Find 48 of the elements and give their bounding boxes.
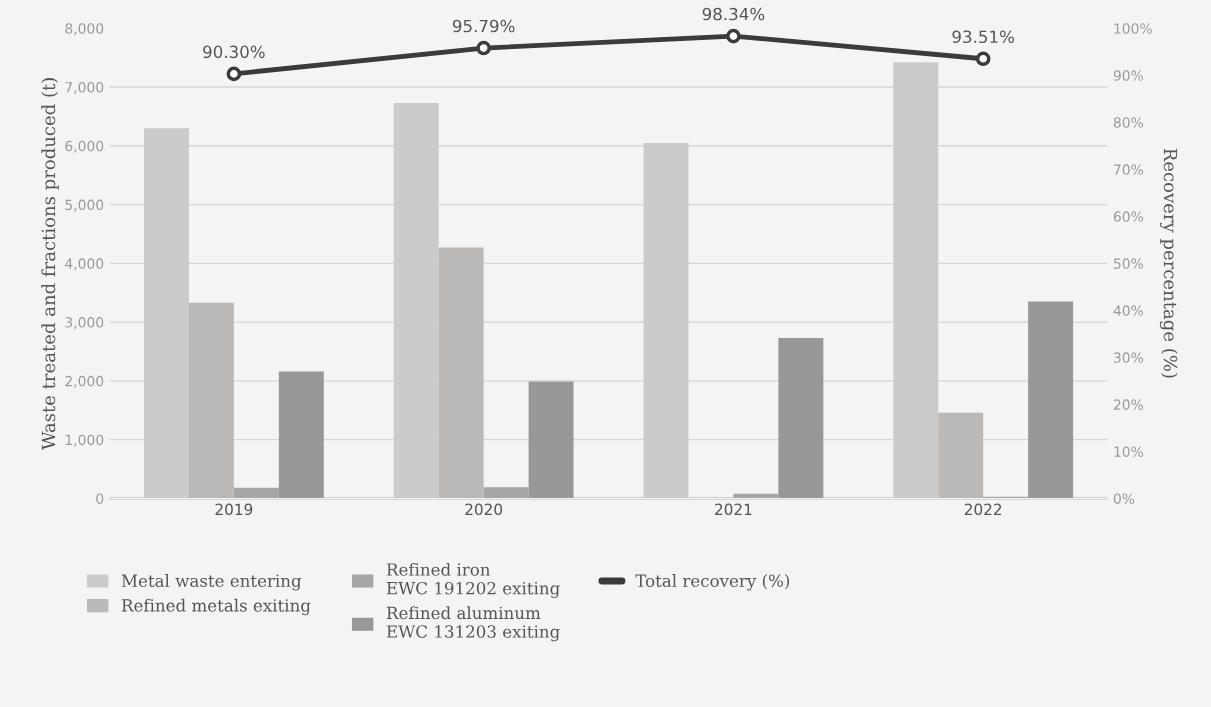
y2-tick-label: 10% bbox=[1114, 446, 1144, 457]
y2-tick-label: 100% bbox=[1114, 23, 1152, 34]
x-tick-label: 2020 bbox=[465, 503, 503, 516]
legend-label: Metal waste entering bbox=[121, 574, 302, 591]
bar bbox=[188, 302, 234, 499]
y2-tick-label: 0% bbox=[1113, 493, 1135, 504]
bar bbox=[233, 487, 279, 499]
data-label: 90.30% bbox=[203, 45, 265, 59]
bar bbox=[938, 412, 984, 499]
legend-label: Total recovery (%) bbox=[635, 574, 790, 591]
y-tick-label: 7,000 bbox=[65, 82, 104, 94]
point bbox=[226, 66, 242, 82]
bar bbox=[278, 371, 324, 499]
y2-axis-title: Recovery percentage (%) bbox=[1159, 148, 1178, 378]
y2-tick-label: 20% bbox=[1113, 399, 1144, 410]
y-tick-label: 1,000 bbox=[65, 434, 104, 447]
point bbox=[975, 51, 991, 67]
bar bbox=[1028, 301, 1074, 499]
legend-label: Refined iron EWC 191202 exiting bbox=[386, 562, 560, 598]
y2-tick-label: 60% bbox=[1113, 211, 1144, 222]
data-label: 95.79% bbox=[452, 19, 515, 33]
y-tick-label: 2,000 bbox=[65, 375, 104, 388]
y-tick-label: 3,000 bbox=[65, 317, 104, 330]
y-tick-label: 0 bbox=[96, 493, 104, 504]
y2-tick-label: 50% bbox=[1114, 258, 1144, 269]
y2-tick-label: 90% bbox=[1113, 70, 1144, 81]
bar bbox=[528, 381, 574, 499]
x-tick-label: 2019 bbox=[215, 503, 253, 516]
x-tick-label: 2022 bbox=[964, 503, 1002, 516]
y-tick-label: 4,000 bbox=[65, 258, 104, 271]
point bbox=[726, 28, 741, 44]
bar bbox=[778, 337, 824, 499]
y-axis-title: Waste treated and fractions produced (t) bbox=[41, 78, 59, 450]
legend-label: Refined aluminum EWC 131203 exiting bbox=[386, 606, 560, 642]
y2-tick-label: 40% bbox=[1113, 305, 1144, 316]
y-tick-label: 6,000 bbox=[65, 140, 104, 153]
y2-tick-label: 70% bbox=[1114, 164, 1144, 175]
point bbox=[476, 40, 491, 56]
y2-tick-label: 30% bbox=[1113, 352, 1144, 363]
data-label: 98.34% bbox=[702, 7, 765, 21]
bar bbox=[483, 487, 529, 499]
bar bbox=[438, 247, 484, 499]
x-tick-label: 2021 bbox=[715, 503, 752, 516]
data-label: 93.51% bbox=[952, 30, 1015, 44]
legend-label: Refined metals exiting bbox=[121, 598, 311, 616]
y-tick-label: 5,000 bbox=[65, 199, 104, 212]
y2-tick-label: 80% bbox=[1113, 117, 1144, 128]
y-tick-label: 8,000 bbox=[65, 23, 104, 36]
